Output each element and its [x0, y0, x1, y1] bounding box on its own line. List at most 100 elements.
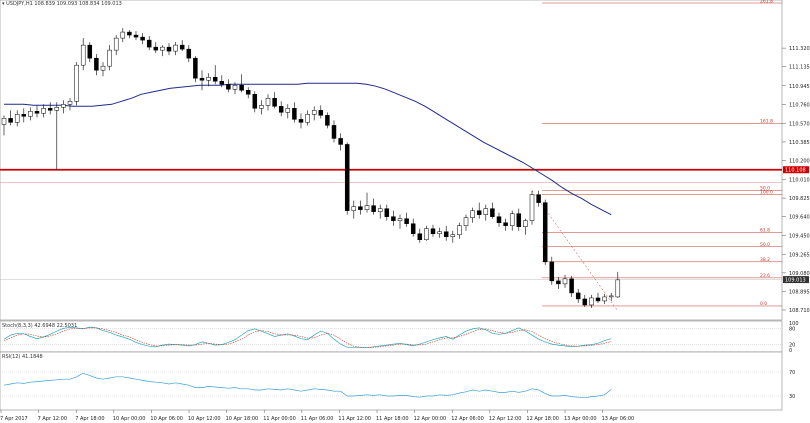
candle-body	[166, 46, 172, 52]
candle-body	[113, 37, 119, 51]
rsi-layer	[0, 371, 782, 399]
x-tick-label: 10 Apr 06:00	[150, 416, 183, 422]
candle-body	[41, 108, 46, 114]
candle-body	[331, 125, 337, 139]
current-price-label: 109.013	[785, 278, 806, 284]
x-tick-label: 12 Apr 18:00	[526, 416, 559, 422]
candle-body	[476, 210, 482, 215]
fib-level-label: 23.6	[760, 273, 770, 279]
y-tick-label: 110.385	[789, 140, 810, 146]
candle-body	[232, 84, 238, 90]
candle-body	[87, 44, 93, 59]
candle-body	[358, 206, 363, 210]
rsi-panel	[0, 351, 783, 411]
candle-body	[186, 48, 192, 59]
candle-body	[536, 194, 541, 203]
stoch-tick-label: 100	[789, 321, 799, 327]
candle-body	[364, 205, 370, 210]
candle-body	[252, 94, 258, 109]
x-tick-label: 12 Apr 00:00	[414, 416, 447, 422]
stoch-layer	[0, 326, 782, 349]
x-tick-label: 11 Apr 00:00	[263, 416, 296, 422]
candle-body	[377, 208, 383, 212]
candle-body	[344, 144, 350, 211]
candle-body	[239, 84, 244, 91]
candle-body	[278, 106, 284, 113]
x-tick-label: 11 Apr 18:00	[376, 416, 409, 422]
candle-body	[21, 114, 27, 117]
candle-body	[391, 216, 396, 221]
candle-body	[1, 118, 7, 125]
ohlc-label: 108.839 109.093 108.834 109.013	[34, 1, 121, 7]
rsi-tick-label: 70	[789, 370, 795, 376]
moving-average-line	[4, 82, 612, 216]
stoch-label: Stoch(8,3,3) 42.6948 22.5031	[2, 323, 77, 329]
candle-body	[120, 31, 126, 39]
y-tick-label: 108.895	[789, 289, 810, 295]
symbol-label: USDJPY,H1	[6, 1, 33, 7]
candle-body	[28, 111, 33, 117]
candle-body	[127, 31, 132, 36]
fib-top-label: 261.8	[760, 0, 773, 5]
candle-body	[298, 119, 304, 123]
stoch-tick-label: 80	[789, 326, 795, 332]
candle-body	[173, 44, 178, 52]
candle-body	[443, 231, 449, 237]
candle-body	[457, 225, 462, 235]
x-tick-label: 7 Apr 12:00	[38, 416, 67, 422]
candle-body	[351, 206, 357, 211]
y-tick-label: 110.760	[789, 102, 810, 108]
x-tick-label: 13 Apr 00:00	[564, 416, 597, 422]
candle-body	[160, 46, 165, 51]
x-tick-label: 10 Apr 00:00	[113, 416, 146, 422]
candle-body	[305, 114, 310, 123]
x-tick-label: 10 Apr 18:00	[226, 416, 259, 422]
stoch-d-line	[3, 327, 612, 348]
x-tick-label: 12 Apr 06:00	[451, 416, 484, 422]
candle-body	[74, 64, 79, 102]
x-tick-label: 11 Apr 12:00	[338, 416, 371, 422]
y-tick-label: 109.080	[789, 271, 810, 277]
candle-body	[285, 108, 291, 113]
resistance-price-label: 110.108	[785, 168, 806, 174]
candle-body	[318, 110, 324, 116]
candle-body	[140, 36, 145, 41]
y-tick-label: 108.710	[789, 308, 810, 314]
dropdown-arrow-icon: ▾	[2, 1, 6, 7]
fib-level-label: 50.0	[760, 242, 770, 248]
candle-body	[94, 57, 99, 71]
candle-body	[371, 205, 376, 212]
candle-body	[226, 83, 231, 90]
fib-level-label: 50.0	[760, 186, 770, 192]
candle-body	[100, 65, 106, 71]
candle-body	[311, 110, 317, 115]
candle-body	[338, 138, 343, 145]
fib-level-label: 0.0	[760, 301, 767, 307]
y-tick-label: 111.320	[789, 46, 810, 52]
candle-body	[496, 216, 502, 223]
resistance-price-tag	[783, 166, 809, 174]
x-tick-label: 10 Apr 12:00	[188, 416, 221, 422]
candle-body	[47, 108, 53, 111]
y-tick-label: 109.640	[789, 215, 810, 221]
symbol-header: ▾ USDJPY,H1 108.839 109.093 108.834 109.…	[2, 1, 122, 7]
fib-level-label: 161.8	[760, 118, 773, 124]
candle-body	[602, 296, 607, 302]
candle-body	[272, 98, 277, 107]
rsi-label: RSI(12) 41.1848	[2, 354, 43, 360]
candle-body	[589, 297, 594, 306]
candle-body	[384, 208, 390, 217]
y-tick-label: 110.010	[789, 178, 810, 184]
candle-body	[562, 278, 568, 285]
candle-body	[542, 202, 548, 263]
candle-body	[199, 77, 205, 81]
fib-level-label: 61.8	[760, 228, 770, 234]
candle-body	[575, 292, 581, 300]
candle-body	[265, 98, 271, 106]
candle-body	[503, 222, 508, 226]
y-tick-label: 109.450	[789, 234, 810, 240]
candle-body	[14, 114, 20, 123]
candle-body	[292, 108, 297, 120]
rsi-tick-label: 30	[789, 394, 795, 400]
x-tick-label: 7 Apr 2017	[0, 416, 28, 422]
